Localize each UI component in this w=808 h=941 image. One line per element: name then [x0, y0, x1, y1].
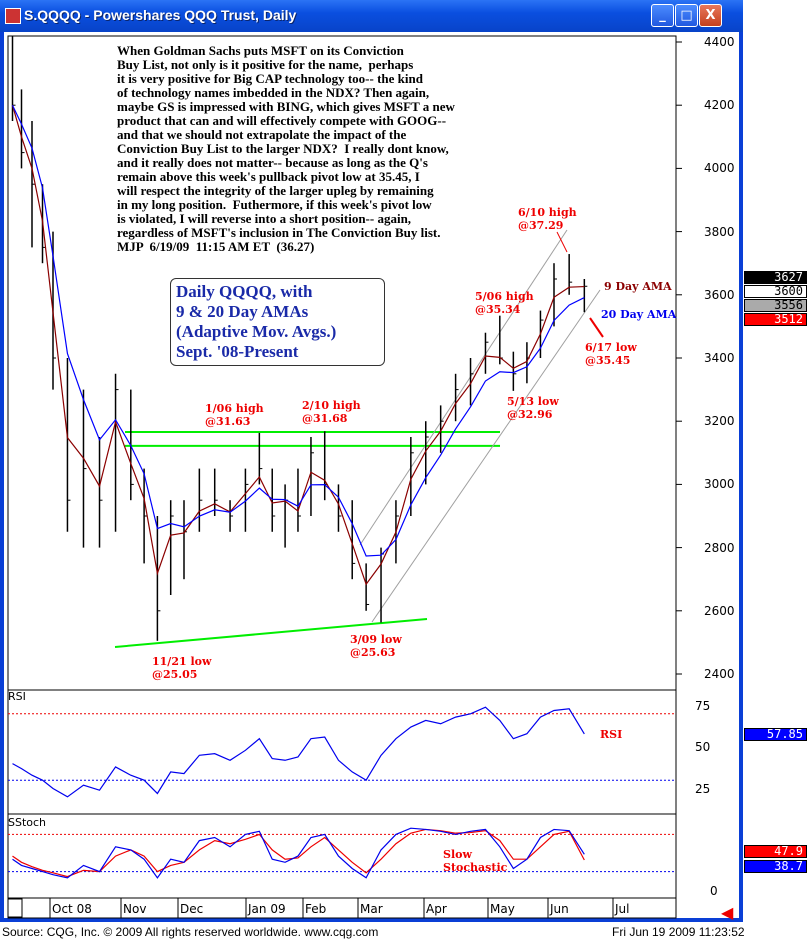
- price-tick-label: 2800: [704, 540, 735, 555]
- annotation-jun17-low: 6/17 low @35.45: [585, 341, 637, 367]
- date-axis-label: Mar: [360, 902, 383, 916]
- price-tick-label: 2400: [704, 667, 735, 681]
- scroll-box: [7, 898, 23, 918]
- date-axis-frame: [7, 897, 677, 919]
- stoch-d-value-box: 38.7: [744, 860, 807, 873]
- label-9-day-ama: 9 Day AMA: [604, 280, 672, 293]
- price-tick-label: 3400: [704, 351, 735, 365]
- rsi-line: [12, 706, 585, 798]
- support-trendline: [114, 618, 428, 648]
- commentary-text: When Goldman Sachs puts MSFT on its Conv…: [117, 43, 455, 254]
- chart-window: S.QQQQ - Powershares QQQ Trust, Daily _ …: [0, 0, 743, 922]
- date-axis-label: Feb: [305, 902, 327, 916]
- stoch-k-line: [12, 827, 585, 879]
- annotation-jan06-high: 1/06 high @31.63: [205, 402, 264, 428]
- annotation-jun10-high: 6/10 high @37.29: [518, 206, 577, 232]
- rsi-tick-label: 50: [695, 740, 711, 754]
- date-axis-label: Oct 08: [52, 902, 92, 916]
- price-tick-label: 2600: [704, 603, 735, 618]
- app-icon: [5, 8, 21, 24]
- label-rsi: RSI: [600, 728, 623, 741]
- annotation-may13-low: 5/13 low @32.96: [507, 395, 559, 421]
- scroll-left-arrow-icon[interactable]: ◀: [721, 903, 734, 922]
- stoch-panel-label: SStoch: [8, 816, 47, 829]
- date-axis-label: Nov: [123, 902, 147, 916]
- annotation-nov21-low: 11/21 low @25.05: [152, 655, 212, 681]
- price-tick-label: 3800: [704, 224, 735, 239]
- annotation-mar09-low: 3/09 low @25.63: [350, 633, 402, 659]
- date-axis-label: Jan 09: [248, 902, 286, 916]
- price-tick-label: 3000: [704, 477, 735, 492]
- low-price-box: 3512: [744, 313, 807, 326]
- rsi-tick-label: 75: [695, 698, 711, 713]
- stoch-k-value-box: 47.9: [744, 845, 807, 858]
- date-axis-label: Dec: [180, 902, 204, 916]
- pointer-jun10: [556, 231, 568, 253]
- price-tick-label: 4200: [704, 98, 735, 113]
- annotation-feb10-high: 2/10 high @31.68: [302, 399, 361, 425]
- date-axis-label: Jul: [615, 902, 630, 916]
- ama-9-day-line: [11, 105, 585, 586]
- ama-20-day-line: [11, 104, 585, 557]
- price-tick-label: 3600: [704, 287, 735, 302]
- rsi-tick-label: 25: [695, 781, 711, 796]
- chart-legend-box: Daily QQQQ, with 9 & 20 Day AMAs (Adapti…: [170, 278, 385, 366]
- window-title: S.QQQQ - Powershares QQQ Trust, Daily: [24, 7, 297, 23]
- date-axis-label: Apr: [426, 902, 447, 916]
- rsi-panel-frame: [7, 689, 677, 815]
- date-axis-label: May: [490, 902, 515, 916]
- timestamp: Fri Jun 19 2009 11:23:52: [612, 925, 745, 939]
- ama20-value-box: 3556: [744, 299, 807, 312]
- stoch-panel-frame: [7, 813, 677, 899]
- maximize-button[interactable]: □: [675, 4, 698, 27]
- rsi-value-box: 57.85: [744, 728, 807, 741]
- channel-upper-line: [359, 229, 568, 546]
- minimize-button[interactable]: _: [651, 4, 674, 27]
- price-tick-label: 4400: [704, 35, 735, 49]
- rsi-panel-label: RSI: [8, 690, 26, 703]
- ama9-value-box: 3600: [744, 285, 807, 298]
- price-tick-label: 3200: [704, 414, 735, 429]
- source-footer: Source: CQG, Inc. © 2009 All rights rese…: [2, 925, 379, 939]
- label-slow-stochastic: Slow Stochastic: [443, 848, 508, 874]
- price-tick-label: 4000: [704, 161, 735, 176]
- last-price-box: 3627: [744, 271, 807, 284]
- channel-lower-line: [371, 289, 601, 623]
- annotation-may06-high: 5/06 high @35.34: [475, 290, 534, 316]
- close-button[interactable]: X: [699, 4, 722, 27]
- label-20-day-ama: 20 Day AMA: [601, 308, 677, 321]
- date-axis-label: Jun: [550, 902, 569, 916]
- stoch-tick-label: 0: [710, 884, 718, 898]
- pointer-jun17: [589, 317, 604, 338]
- title-bar[interactable]: S.QQQQ - Powershares QQQ Trust, Daily _ …: [0, 0, 743, 32]
